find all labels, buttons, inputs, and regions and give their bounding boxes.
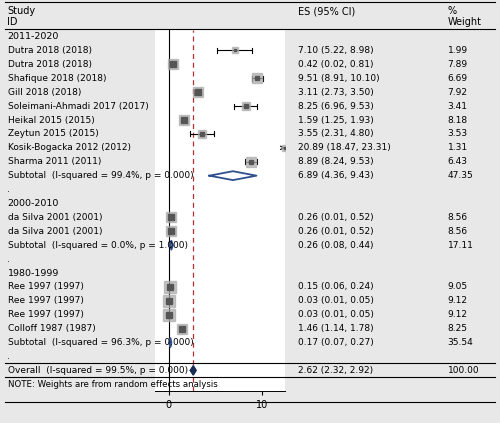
Text: 3.41: 3.41 xyxy=(448,102,468,111)
Text: Sharma 2011 (2011): Sharma 2011 (2011) xyxy=(8,157,101,166)
Text: 35.54: 35.54 xyxy=(448,338,473,347)
Text: Weight: Weight xyxy=(448,17,482,27)
Text: 0.03 (0.01, 0.05): 0.03 (0.01, 0.05) xyxy=(298,310,374,319)
Text: 2011-2020: 2011-2020 xyxy=(8,32,59,41)
Text: Kosik-Bogacka 2012 (2012): Kosik-Bogacka 2012 (2012) xyxy=(8,143,130,152)
Text: Ree 1997 (1997): Ree 1997 (1997) xyxy=(8,310,84,319)
Text: 0.26 (0.08, 0.44): 0.26 (0.08, 0.44) xyxy=(298,241,373,250)
Text: Zeytun 2015 (2015): Zeytun 2015 (2015) xyxy=(8,129,98,138)
Text: 0.26 (0.01, 0.52): 0.26 (0.01, 0.52) xyxy=(298,213,373,222)
Text: 8.18: 8.18 xyxy=(448,115,468,124)
Polygon shape xyxy=(170,338,172,347)
Text: 8.25: 8.25 xyxy=(448,324,468,333)
Text: Gill 2018 (2018): Gill 2018 (2018) xyxy=(8,88,81,97)
Text: 0.15 (0.06, 0.24): 0.15 (0.06, 0.24) xyxy=(298,283,373,291)
Text: 1980-1999: 1980-1999 xyxy=(8,269,59,277)
Text: ID: ID xyxy=(8,17,18,27)
Text: Subtotal  (I-squared = 96.3%, p = 0.000): Subtotal (I-squared = 96.3%, p = 0.000) xyxy=(8,338,193,347)
Text: 2000-2010: 2000-2010 xyxy=(8,199,59,208)
Text: 17.11: 17.11 xyxy=(448,241,473,250)
Polygon shape xyxy=(190,366,196,375)
Text: NOTE: Weights are from random effects analysis: NOTE: Weights are from random effects an… xyxy=(8,380,217,389)
Text: 6.69: 6.69 xyxy=(448,74,468,83)
Text: da Silva 2001 (2001): da Silva 2001 (2001) xyxy=(8,227,102,236)
Polygon shape xyxy=(170,241,173,250)
Text: 6.89 (4.36, 9.43): 6.89 (4.36, 9.43) xyxy=(298,171,373,180)
Text: 9.12: 9.12 xyxy=(448,310,468,319)
Text: Shafique 2018 (2018): Shafique 2018 (2018) xyxy=(8,74,106,83)
Text: 0.26 (0.01, 0.52): 0.26 (0.01, 0.52) xyxy=(298,227,373,236)
Text: Overall  (I-squared = 99.5%, p = 0.000): Overall (I-squared = 99.5%, p = 0.000) xyxy=(8,366,188,375)
Text: 1.59 (1.25, 1.93): 1.59 (1.25, 1.93) xyxy=(298,115,373,124)
Text: 9.51 (8.91, 10.10): 9.51 (8.91, 10.10) xyxy=(298,74,379,83)
Text: Ree 1997 (1997): Ree 1997 (1997) xyxy=(8,297,84,305)
Polygon shape xyxy=(210,171,256,180)
Text: Dutra 2018 (2018): Dutra 2018 (2018) xyxy=(8,60,91,69)
Text: 8.89 (8.24, 9.53): 8.89 (8.24, 9.53) xyxy=(298,157,373,166)
Text: 0.17 (0.07, 0.27): 0.17 (0.07, 0.27) xyxy=(298,338,373,347)
Text: 9.12: 9.12 xyxy=(448,297,468,305)
Text: 8.25 (6.96, 9.53): 8.25 (6.96, 9.53) xyxy=(298,102,373,111)
Text: 3.55 (2.31, 4.80): 3.55 (2.31, 4.80) xyxy=(298,129,373,138)
Text: .: . xyxy=(8,185,10,194)
Text: Subtotal  (I-squared = 99.4%, p = 0.000): Subtotal (I-squared = 99.4%, p = 0.000) xyxy=(8,171,193,180)
Text: da Silva 2001 (2001): da Silva 2001 (2001) xyxy=(8,213,102,222)
Text: 47.35: 47.35 xyxy=(448,171,473,180)
Text: 1.99: 1.99 xyxy=(448,46,468,55)
Text: 3.11 (2.73, 3.50): 3.11 (2.73, 3.50) xyxy=(298,88,373,97)
Text: 2.62 (2.32, 2.92): 2.62 (2.32, 2.92) xyxy=(298,366,372,375)
Text: 7.89: 7.89 xyxy=(448,60,468,69)
Text: 7.10 (5.22, 8.98): 7.10 (5.22, 8.98) xyxy=(298,46,373,55)
Text: 8.56: 8.56 xyxy=(448,213,468,222)
Text: 3.53: 3.53 xyxy=(448,129,468,138)
Text: 0.03 (0.01, 0.05): 0.03 (0.01, 0.05) xyxy=(298,297,374,305)
Text: .: . xyxy=(8,352,10,361)
Text: Study: Study xyxy=(8,6,36,16)
Text: 9.05: 9.05 xyxy=(448,283,468,291)
Text: .: . xyxy=(8,255,10,264)
Text: Ree 1997 (1997): Ree 1997 (1997) xyxy=(8,283,84,291)
Text: ES (95% CI): ES (95% CI) xyxy=(298,6,355,16)
Text: 1.31: 1.31 xyxy=(448,143,468,152)
Text: %: % xyxy=(448,6,456,16)
Text: 6.43: 6.43 xyxy=(448,157,468,166)
Text: 8.56: 8.56 xyxy=(448,227,468,236)
Text: 7.92: 7.92 xyxy=(448,88,468,97)
Text: 1.46 (1.14, 1.78): 1.46 (1.14, 1.78) xyxy=(298,324,373,333)
Text: Subtotal  (I-squared = 0.0%, p = 1.000): Subtotal (I-squared = 0.0%, p = 1.000) xyxy=(8,241,188,250)
Text: 0.42 (0.02, 0.81): 0.42 (0.02, 0.81) xyxy=(298,60,373,69)
Text: Heikal 2015 (2015): Heikal 2015 (2015) xyxy=(8,115,94,124)
Text: 100.00: 100.00 xyxy=(448,366,479,375)
Text: Dutra 2018 (2018): Dutra 2018 (2018) xyxy=(8,46,91,55)
Text: Soleimani-Ahmadi 2017 (2017): Soleimani-Ahmadi 2017 (2017) xyxy=(8,102,148,111)
Text: Colloff 1987 (1987): Colloff 1987 (1987) xyxy=(8,324,95,333)
Text: 20.89 (18.47, 23.31): 20.89 (18.47, 23.31) xyxy=(298,143,390,152)
